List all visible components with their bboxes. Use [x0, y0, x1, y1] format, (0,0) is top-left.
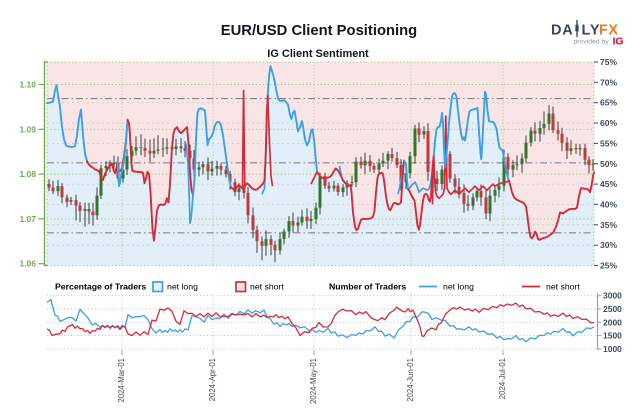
svg-text:LY: LY [582, 23, 601, 39]
svg-text:25%: 25% [600, 261, 617, 271]
svg-text:40%: 40% [600, 199, 617, 209]
svg-text:3000: 3000 [603, 291, 622, 301]
svg-text:1.06: 1.06 [19, 259, 36, 269]
svg-text:45%: 45% [600, 179, 617, 189]
svg-text:1.09: 1.09 [19, 124, 36, 134]
svg-text:70%: 70% [600, 77, 617, 87]
svg-text:65%: 65% [600, 98, 617, 108]
svg-text:2024-May-01: 2024-May-01 [309, 358, 318, 404]
svg-text:IG: IG [613, 35, 624, 47]
svg-text:2024-Mar-01: 2024-Mar-01 [117, 358, 126, 403]
svg-text:1.07: 1.07 [19, 214, 36, 224]
svg-text:2024-Apr-01: 2024-Apr-01 [208, 358, 217, 401]
svg-text:EUR/USD Client Positioning: EUR/USD Client Positioning [221, 23, 417, 39]
svg-text:2024-Jul-01: 2024-Jul-01 [498, 358, 507, 399]
svg-text:FX: FX [599, 23, 619, 39]
svg-text:net long: net long [167, 282, 198, 292]
svg-text:75%: 75% [600, 57, 617, 67]
svg-text:Percentage of Traders: Percentage of Traders [55, 282, 146, 292]
svg-text:2500: 2500 [603, 304, 622, 314]
svg-text:net short: net short [250, 282, 284, 292]
svg-text:net long: net long [443, 282, 474, 292]
svg-text:50%: 50% [600, 159, 617, 169]
svg-text:1000: 1000 [603, 344, 622, 354]
svg-text:Number of Traders: Number of Traders [329, 282, 406, 292]
svg-text:35%: 35% [600, 220, 617, 230]
svg-text:55%: 55% [600, 138, 617, 148]
svg-text:DA: DA [551, 23, 574, 39]
svg-text:30%: 30% [600, 240, 617, 250]
svg-text:2000: 2000 [603, 317, 622, 327]
svg-text:1.08: 1.08 [19, 169, 36, 179]
svg-text:IG Client Sentiment: IG Client Sentiment [267, 48, 369, 60]
svg-text:2024-Jun-01: 2024-Jun-01 [406, 358, 415, 402]
svg-text:1.10: 1.10 [19, 80, 36, 90]
svg-text:net short: net short [546, 282, 580, 292]
svg-text:provided by: provided by [574, 38, 610, 45]
svg-text:1500: 1500 [603, 331, 622, 341]
svg-text:60%: 60% [600, 118, 617, 128]
